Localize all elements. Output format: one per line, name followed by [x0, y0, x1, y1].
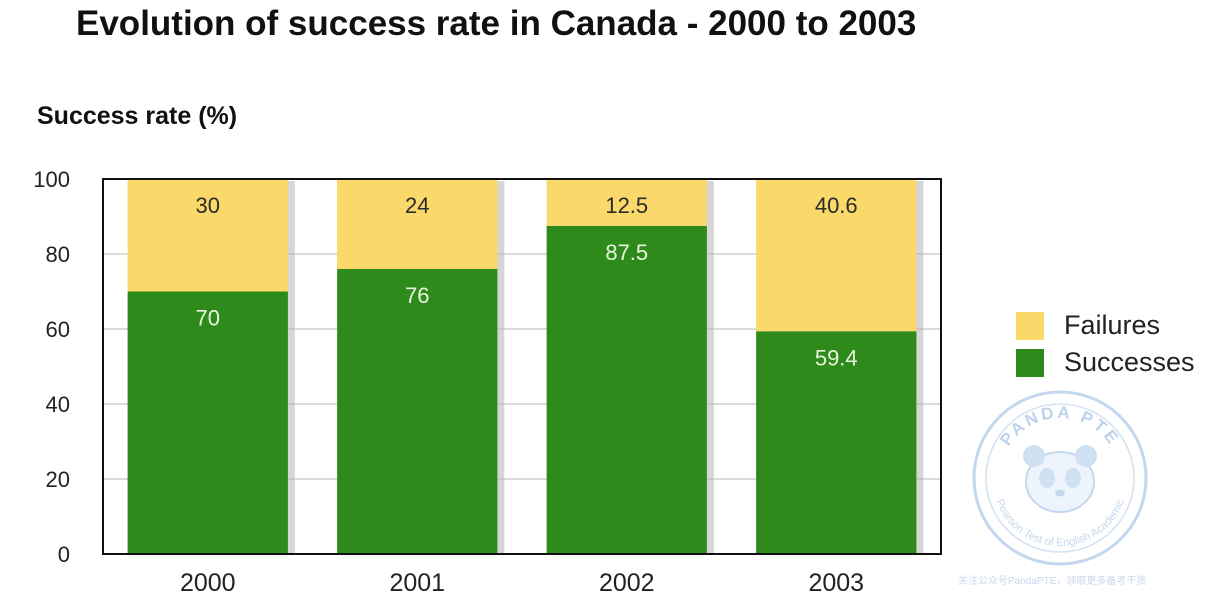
y-tick-label-100: 100 [33, 167, 70, 192]
legend-swatch-successes [1016, 348, 1044, 377]
data-label-successes-2002: 87.5 [605, 240, 648, 265]
plot-frame [102, 178, 942, 555]
legend: Failures Successes [1016, 307, 1195, 381]
panda-face-icon [1023, 445, 1097, 513]
y-tick-label-0: 0 [58, 542, 70, 567]
bar-successes-2003 [756, 331, 917, 554]
y-tick-label-60: 60 [46, 317, 70, 342]
x-tick-label-2002: 2002 [599, 569, 655, 597]
bar-successes-2002 [546, 225, 707, 554]
legend-label-successes: Successes [1064, 347, 1195, 377]
y-tick-label-20: 20 [46, 467, 70, 492]
y-tick-label-40: 40 [46, 392, 70, 417]
watermark-caption: 关注公众号PandaPTE，领取更多备考干货 [958, 576, 1147, 587]
x-tick-labels: 2000 2001 2002 2003 [180, 569, 864, 597]
data-label-failures-2001: 24 [405, 193, 429, 218]
data-label-failures-2003: 40.6 [815, 193, 858, 218]
data-label-failures-2002: 12.5 [605, 193, 648, 218]
x-tick-label-2001: 2001 [389, 569, 445, 597]
bar-successes-2000 [127, 291, 288, 554]
legend-swatch-failures [1016, 311, 1044, 340]
bar-failures-2001 [337, 179, 498, 269]
svg-text:PANDA PTE: PANDA PTE [996, 403, 1123, 450]
bars [127, 179, 924, 554]
data-label-successes-2003: 59.4 [815, 345, 858, 370]
data-label-successes-2001: 76 [405, 283, 429, 308]
watermark-brand-text: PANDA PTE [996, 403, 1120, 450]
legend-label-failures: Failures [1064, 310, 1161, 340]
y-axis-label: Success rate (%) [37, 102, 238, 130]
y-tick-labels: 0 20 40 60 80 100 [33, 167, 70, 567]
chart-title: Evolution of success rate in Canada - 20… [76, 4, 917, 43]
data-label-successes-2000: 70 [196, 306, 220, 331]
y-tick-label-80: 80 [46, 242, 70, 267]
bar-successes-2001 [337, 269, 498, 554]
bar-failures-2002 [546, 179, 707, 226]
bar-failures-2000 [127, 179, 288, 292]
data-labels: 30 70 24 76 12.5 87.5 40.6 59.4 [196, 193, 858, 370]
x-tick-label-2000: 2000 [180, 569, 236, 597]
bar-failures-2003 [756, 179, 917, 332]
x-tick-label-2003: 2003 [808, 569, 864, 597]
legend-item-failures: Failures [1016, 307, 1195, 344]
panda-pte-watermark: PANDA PTE Pearson Test of English Academ… [972, 390, 1148, 566]
data-label-failures-2000: 30 [196, 193, 220, 218]
legend-item-successes: Successes [1016, 344, 1195, 381]
